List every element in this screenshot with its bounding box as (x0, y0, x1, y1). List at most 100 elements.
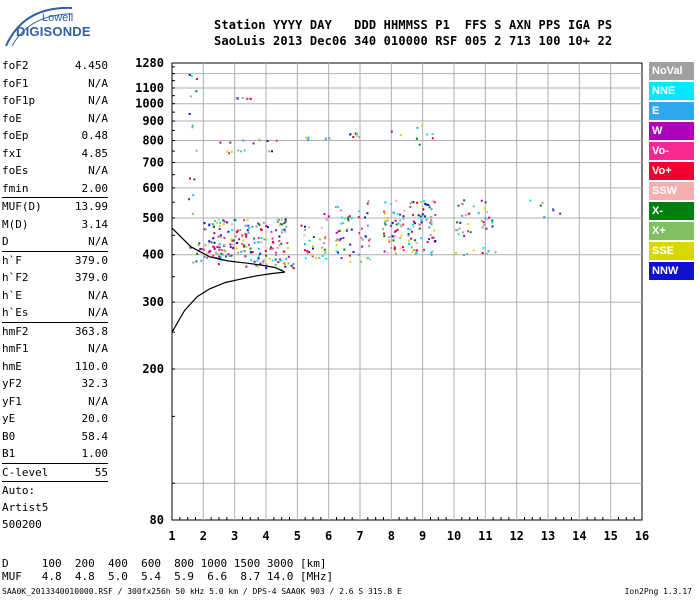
echo-point (463, 253, 465, 256)
param-name: foEp (2, 129, 29, 142)
autoscaler-line3: 500200 (2, 518, 42, 531)
param-value: 1.00 (81, 447, 109, 460)
x-tick-label: 7 (356, 529, 363, 543)
echo-point (292, 267, 295, 269)
echo-point (278, 244, 281, 247)
echo-point (430, 221, 433, 224)
param-row: MUF(D) 13.99 (2, 198, 108, 216)
echo-point (409, 202, 412, 205)
param-row: fmin 2.00 (2, 180, 108, 198)
echo-point (218, 248, 221, 251)
echo-point (195, 78, 198, 80)
echo-point (383, 250, 386, 253)
x-tick-label: 8 (388, 529, 395, 543)
param-separator (2, 197, 108, 198)
echo-point (418, 143, 421, 146)
echo-point (369, 258, 371, 261)
echo-point (391, 235, 394, 238)
legend-item-e: E (649, 102, 694, 120)
echo-point (366, 202, 369, 205)
echo-point (286, 246, 289, 249)
echo-point (402, 246, 404, 249)
param-value: 110.0 (74, 359, 108, 373)
echo-point (231, 243, 234, 246)
echo-point (245, 96, 248, 99)
echo-point (188, 113, 191, 115)
echo-point (192, 261, 195, 264)
param-name: foF1p (2, 94, 36, 107)
echo-point (275, 139, 278, 142)
echo-point (249, 247, 252, 250)
echo-point (543, 216, 546, 219)
echo-point (229, 141, 232, 144)
echo-point (246, 229, 249, 232)
echo-point (276, 246, 279, 249)
param-name: yF2 (2, 377, 22, 390)
echo-point (338, 239, 341, 242)
echo-point (251, 251, 254, 254)
echo-point (337, 230, 340, 233)
echo-point (303, 249, 306, 252)
echo-point (416, 249, 418, 252)
echo-point (248, 244, 250, 246)
echo-point (552, 209, 555, 212)
echo-point (283, 222, 286, 224)
echo-point (400, 234, 403, 237)
param-separator (2, 462, 108, 464)
echo-point (223, 249, 226, 252)
echo-point (263, 238, 266, 241)
echo-point (191, 126, 194, 129)
echo-point (276, 219, 279, 221)
echo-point (236, 242, 239, 244)
echo-point (198, 242, 201, 245)
echo-point (228, 152, 231, 155)
echo-point (241, 235, 243, 238)
autoscaler-line2: Artist5 (2, 501, 49, 514)
echo-point (255, 264, 258, 267)
echo-point (304, 243, 306, 246)
echo-point (258, 254, 260, 257)
echo-point (245, 245, 248, 248)
param-value: 363.8 (74, 324, 108, 338)
echo-point (190, 74, 193, 77)
header-labels: Station YYYY DAY DDD HHMMSS P1 FFS S AXN… (214, 18, 613, 32)
echo-point (217, 218, 220, 221)
echo-point (245, 265, 248, 268)
echo-point (280, 242, 283, 245)
echo-point (245, 235, 248, 238)
param-row: h`F2 379.0 (2, 269, 108, 287)
echo-point (284, 263, 287, 266)
echo-point (210, 241, 213, 244)
echo-point (277, 261, 280, 264)
echo-point (308, 226, 311, 229)
echo-point (357, 253, 360, 256)
echo-point (429, 221, 432, 224)
logo-digisonde-text: DIGISONDE (16, 24, 91, 39)
echo-point (334, 206, 337, 208)
param-value: 4.450 (74, 59, 108, 72)
echo-point (412, 226, 415, 229)
param-name: foE (2, 111, 22, 125)
echo-point (250, 251, 252, 254)
echo-point (351, 217, 353, 219)
echo-point (218, 255, 221, 258)
echo-point (467, 230, 469, 233)
echo-point (383, 235, 386, 238)
echo-point (243, 250, 246, 253)
echo-point (411, 230, 413, 233)
y-tick-label: 80 (150, 513, 164, 527)
echo-point (393, 246, 396, 249)
echo-point (263, 258, 265, 261)
echo-point (382, 228, 384, 231)
echo-point (242, 245, 245, 248)
echo-point (484, 217, 487, 220)
echo-point (480, 199, 483, 202)
echo-point (402, 217, 405, 220)
echo-point (409, 206, 412, 208)
echo-point (246, 219, 249, 222)
echo-point (318, 256, 321, 259)
echo-point (399, 213, 401, 216)
echo-point (327, 215, 330, 218)
echo-point (287, 255, 290, 258)
